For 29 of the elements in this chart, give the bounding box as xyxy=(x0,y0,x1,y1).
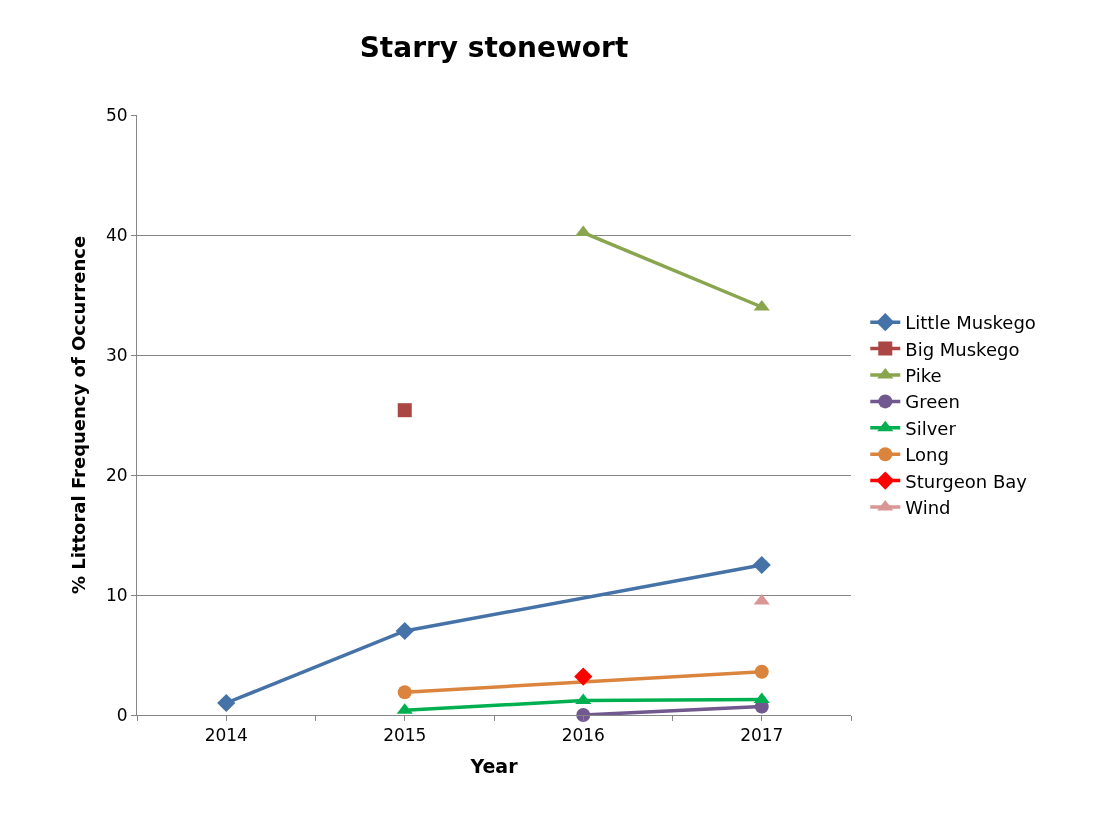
point xyxy=(574,667,593,686)
point xyxy=(397,685,412,700)
legend-label: Big Muskego xyxy=(905,338,1020,360)
point xyxy=(752,555,771,575)
y-tick-label: 0 xyxy=(116,704,128,725)
y-tick-label: 30 xyxy=(105,344,128,365)
x-axis-title: Year xyxy=(469,755,519,778)
point xyxy=(395,621,414,641)
y-tick-label: 10 xyxy=(105,584,128,605)
y-tick-label: 40 xyxy=(105,224,128,245)
x-tick-label: 2017 xyxy=(740,725,784,746)
y-axis-title: % Littoral Frequency of Occurrence xyxy=(68,235,90,595)
y-tick-label: 20 xyxy=(105,464,128,485)
legend-label: Pike xyxy=(905,365,942,387)
point xyxy=(575,693,592,705)
point xyxy=(217,693,236,713)
legend-label: Wind xyxy=(905,497,951,519)
y-tick-label: 50 xyxy=(105,104,128,125)
legend-label: Green xyxy=(905,391,960,413)
x-tick-label: 2014 xyxy=(204,725,248,746)
x-tick-label: 2016 xyxy=(561,725,605,746)
legend-label: Long xyxy=(905,444,949,466)
legend-label: Little Muskego xyxy=(905,312,1036,334)
legend-label: Silver xyxy=(905,417,957,439)
chart-title: Starry stonewort xyxy=(359,31,629,65)
x-tick-label: 2015 xyxy=(383,725,427,746)
point xyxy=(754,664,769,679)
point xyxy=(397,403,412,418)
legend-label: Sturgeon Bay xyxy=(905,470,1028,492)
